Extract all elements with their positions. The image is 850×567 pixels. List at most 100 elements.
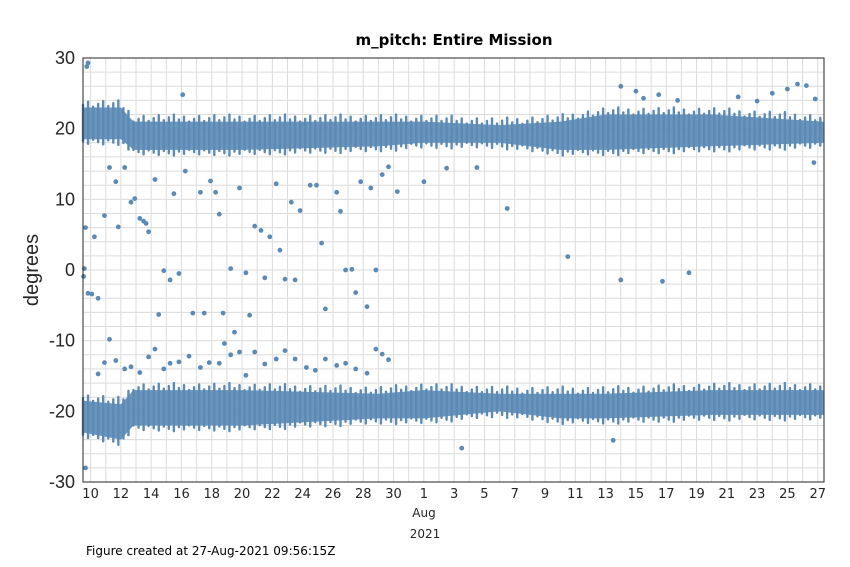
data-point <box>237 349 242 355</box>
data-point <box>633 88 639 94</box>
data-point <box>334 189 340 195</box>
data-point <box>288 199 294 205</box>
data-point <box>282 276 288 282</box>
x-tick-label: 10 <box>82 487 99 502</box>
data-point <box>735 94 741 100</box>
data-point <box>102 360 107 365</box>
data-point <box>297 208 303 214</box>
data-point <box>343 267 348 273</box>
data-point <box>113 358 119 363</box>
data-point <box>273 181 279 187</box>
data-point <box>364 304 370 310</box>
data-point <box>349 266 355 272</box>
data-point <box>686 270 692 276</box>
data-point <box>85 60 91 66</box>
data-point <box>618 83 624 89</box>
data-point <box>338 208 343 214</box>
data-point <box>115 224 121 230</box>
data-point <box>277 247 283 253</box>
data-point <box>267 234 273 240</box>
data-point <box>198 365 203 370</box>
x-tick-label: 1 <box>420 487 428 502</box>
data-point <box>216 360 222 366</box>
data-point <box>143 221 149 226</box>
data-point <box>504 206 510 211</box>
data-point <box>364 370 370 376</box>
data-point <box>208 178 213 184</box>
y-tick-label: 20 <box>55 119 75 139</box>
data-point <box>83 225 88 231</box>
data-point <box>282 348 288 353</box>
data-point <box>85 290 91 296</box>
data-point <box>171 191 177 197</box>
x-tick-label: 5 <box>480 487 488 502</box>
x-tick-label: 7 <box>511 487 519 502</box>
figure-created-note: Figure created at 27-Aug-2021 09:56:15Z <box>86 544 335 558</box>
y-tick-label: -30 <box>49 472 75 492</box>
data-point <box>304 365 309 370</box>
data-point <box>102 213 107 219</box>
data-points <box>81 60 818 471</box>
x-tick-label: 30 <box>385 487 402 502</box>
data-point <box>122 366 128 372</box>
data-point <box>216 211 222 217</box>
y-tick-label: -10 <box>49 331 75 351</box>
x-tick-label: 17 <box>658 487 675 502</box>
data-point <box>459 445 465 451</box>
data-point <box>811 160 817 166</box>
data-point <box>107 165 112 170</box>
data-point <box>152 346 158 352</box>
data-point <box>273 356 279 362</box>
x-tick-label: 9 <box>541 487 549 502</box>
data-point <box>176 271 182 276</box>
data-point <box>161 366 167 372</box>
x-tick-labels: 10 12 14 16 18 20 22 24 26 28 30 1 3 5 7 9 11 13 15 17 19 21 2… <box>82 487 826 502</box>
x-tick-label: 24 <box>294 487 311 502</box>
data-point <box>386 164 391 170</box>
data-point <box>258 228 264 233</box>
data-point <box>804 83 809 88</box>
data-point <box>161 268 167 274</box>
data-point <box>156 312 162 317</box>
data-point <box>146 354 152 360</box>
y-tick-label: 30 <box>55 48 75 68</box>
data-point <box>323 306 328 312</box>
data-point <box>89 291 95 297</box>
data-point <box>132 196 138 202</box>
data-point <box>137 370 143 375</box>
chart-title: m_pitch: Entire Mission <box>355 31 552 49</box>
x-tick-label: 22 <box>264 487 281 502</box>
x-tick-label: 18 <box>203 487 220 502</box>
data-point <box>95 371 101 377</box>
data-point <box>137 216 143 221</box>
data-point <box>243 372 249 378</box>
data-point <box>95 295 101 301</box>
y-tick-label: -20 <box>49 401 75 421</box>
x-axis-year-label: 2021 <box>410 527 441 541</box>
data-point <box>252 349 258 355</box>
data-point <box>379 351 385 357</box>
data-point <box>421 179 427 185</box>
data-point <box>312 367 318 373</box>
data-point <box>343 360 348 366</box>
data-point <box>675 98 680 103</box>
data-point <box>656 92 662 98</box>
data-point <box>334 363 340 368</box>
data-bands <box>81 99 824 446</box>
y-axis-label: degrees <box>21 234 43 306</box>
x-tick-label: 21 <box>719 487 736 502</box>
data-point <box>152 177 158 182</box>
data-point <box>394 189 400 195</box>
data-point <box>243 270 249 276</box>
data-point <box>353 290 359 295</box>
data-point <box>386 357 391 363</box>
data-point <box>84 64 90 69</box>
data-point <box>292 277 298 283</box>
data-point <box>353 366 359 372</box>
y-tick-label: 0 <box>65 260 75 280</box>
data-point <box>373 346 379 352</box>
data-point <box>198 189 203 195</box>
data-point <box>81 274 86 279</box>
x-tick-label: 16 <box>173 487 190 502</box>
data-point <box>373 267 379 273</box>
